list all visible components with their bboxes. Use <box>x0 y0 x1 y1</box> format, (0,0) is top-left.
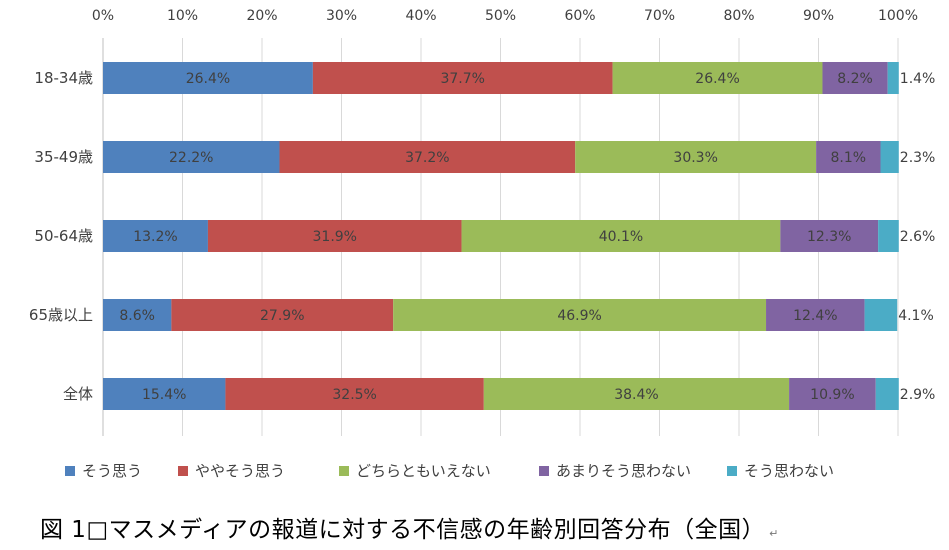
data-label: 27.9% <box>260 308 304 324</box>
data-label: 12.3% <box>807 229 851 245</box>
x-tick-label: 80% <box>723 8 754 24</box>
x-tick-label: 90% <box>803 8 834 24</box>
bar-segment <box>822 62 888 94</box>
data-label: 31.9% <box>313 229 357 245</box>
bar-segment <box>103 220 208 252</box>
x-tick-label: 20% <box>246 8 277 24</box>
legend-swatch <box>539 466 549 476</box>
figure-caption: 図 1□マスメディアの報道に対する不信感の年齢別回答分布（全国） ↵ <box>40 510 779 544</box>
legend-label: そう思わない <box>744 462 834 480</box>
bar-segment <box>461 220 781 252</box>
bar-segment <box>103 141 280 173</box>
x-tick-label: 10% <box>167 8 198 24</box>
x-tick-label: 70% <box>644 8 675 24</box>
data-label: 2.3% <box>900 150 936 166</box>
bar-segment <box>875 378 899 410</box>
bar-segment <box>279 141 576 173</box>
bar-segment <box>816 141 881 173</box>
data-label: 2.9% <box>900 387 936 403</box>
category-label: 50-64歳 <box>34 227 93 245</box>
bar-segment <box>766 299 865 331</box>
category-label: 全体 <box>63 385 93 403</box>
bar-segment <box>864 299 898 331</box>
bar-segment <box>103 299 172 331</box>
legend-label: そう思う <box>82 462 142 480</box>
data-label: 30.3% <box>673 150 717 166</box>
bar-segment <box>887 62 899 94</box>
data-label: 2.6% <box>900 229 936 245</box>
bar-segment <box>207 220 462 252</box>
category-label: 65歳以上 <box>29 306 93 324</box>
stacked-bar-chart: 0% 10% 20% 30% 40% 50% 60% 70% 80% 90% 100% 18-34歳 2… <box>29 8 936 480</box>
data-label: 38.4% <box>614 387 658 403</box>
bar-segment <box>789 378 876 410</box>
data-label: 46.9% <box>557 308 601 324</box>
bar-segment <box>612 62 823 94</box>
category-label: 18-34歳 <box>34 69 93 87</box>
legend-swatch <box>339 466 349 476</box>
data-label: 13.2% <box>133 229 177 245</box>
legend-swatch <box>65 466 75 476</box>
bar-segment <box>878 220 899 252</box>
bar-segment <box>171 299 394 331</box>
data-label: 8.2% <box>837 71 873 87</box>
legend-label: ややそう思う <box>195 462 285 480</box>
data-label: 8.6% <box>119 308 155 324</box>
data-label: 26.4% <box>695 71 739 87</box>
bar-segment <box>483 378 790 410</box>
data-label: 8.1% <box>831 150 867 166</box>
bar-segment <box>575 141 817 173</box>
bar-segment <box>880 141 899 173</box>
category-label: 35-49歳 <box>34 148 93 166</box>
bar-segment <box>393 299 767 331</box>
bar-segment <box>225 378 484 410</box>
bar-segment <box>780 220 879 252</box>
data-label: 12.4% <box>793 308 837 324</box>
x-tick-label: 50% <box>485 8 516 24</box>
data-label: 37.7% <box>440 71 484 87</box>
legend-label: あまりそう思わない <box>556 462 691 480</box>
data-label: 4.1% <box>898 308 934 324</box>
x-tick-label: 30% <box>326 8 357 24</box>
data-label: 10.9% <box>810 387 854 403</box>
data-label: 26.4% <box>186 71 230 87</box>
data-label: 15.4% <box>142 387 186 403</box>
bar-segment <box>312 62 613 94</box>
paragraph-mark: ↵ <box>769 527 779 540</box>
legend-label: どちらともいえない <box>356 462 491 480</box>
data-label: 1.4% <box>900 71 936 87</box>
caption-text: 図 1□マスメディアの報道に対する不信感の年齢別回答分布（全国） <box>40 517 766 543</box>
x-tick-label: 0% <box>92 8 114 24</box>
data-label: 37.2% <box>405 150 449 166</box>
data-label: 32.5% <box>332 387 376 403</box>
legend-swatch <box>727 466 737 476</box>
x-tick-label: 100% <box>878 8 918 24</box>
x-tick-label: 40% <box>405 8 436 24</box>
data-label: 22.2% <box>169 150 213 166</box>
x-tick-label: 60% <box>564 8 595 24</box>
bar-segment <box>103 62 313 94</box>
data-label: 40.1% <box>599 229 643 245</box>
bar-segment <box>103 378 226 410</box>
legend-swatch <box>178 466 188 476</box>
